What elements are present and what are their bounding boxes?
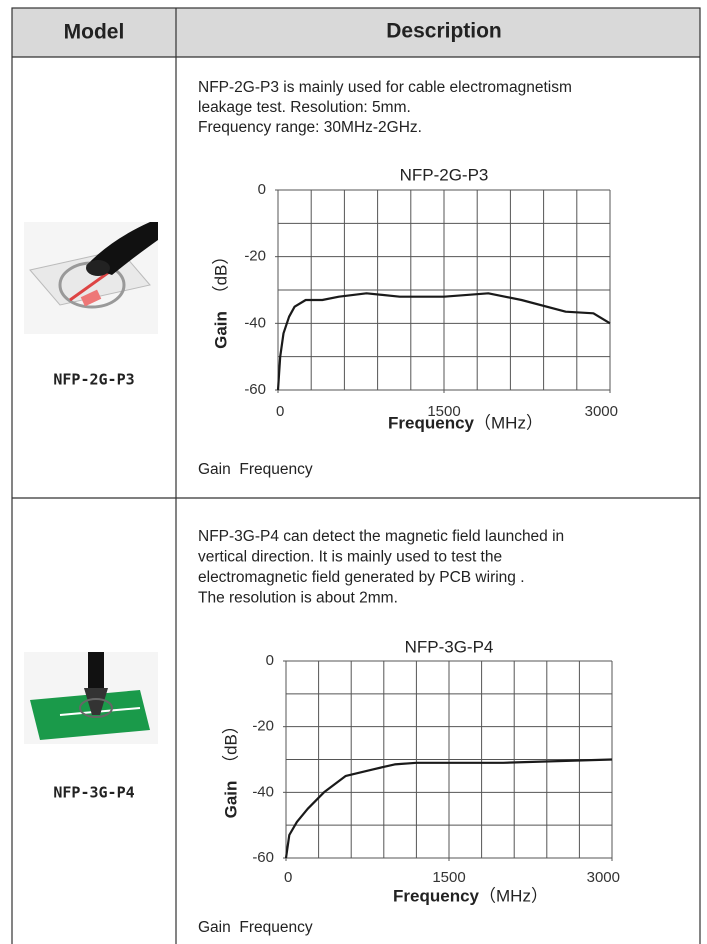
- y-tick-label: -20: [244, 248, 266, 265]
- data-line: [276, 292, 611, 391]
- data-line: [284, 758, 613, 859]
- y-tick-label: -60: [252, 849, 274, 866]
- x-tick-label: 1500: [432, 869, 465, 886]
- description-line: NFP-2G-P3 is mainly used for cable elect…: [198, 79, 572, 96]
- description-line: Frequency range: 30MHz-2GHz.: [198, 119, 422, 136]
- y-tick-label: -60: [244, 381, 266, 398]
- chart-title: NFP-3G-P4: [405, 637, 494, 656]
- description-line: electromagnetic field generated by PCB w…: [198, 569, 525, 586]
- y-tick-label: -40: [244, 314, 266, 331]
- x-axis-unit: （MHz）: [474, 413, 543, 432]
- table-lines: [11, 7, 701, 944]
- header-bg: [12, 8, 700, 57]
- caption: Gain Frequency: [198, 461, 313, 478]
- caption: Gain Frequency: [198, 919, 313, 936]
- description-line: NFP-3G-P4 can detect the magnetic field …: [198, 528, 564, 545]
- description-line: The resolution is about 2mm.: [198, 590, 398, 607]
- x-axis-label: Frequency: [393, 886, 480, 905]
- x-tick-label: 3000: [585, 403, 618, 420]
- y-axis-unit: （dB）: [211, 248, 230, 303]
- y-axis-label: Gain: [211, 311, 230, 349]
- x-tick-label: 0: [276, 403, 284, 420]
- y-tick-label: 0: [258, 181, 266, 198]
- product-image: [24, 652, 158, 744]
- model-label: NFP-2G-P3: [53, 371, 134, 389]
- header-model: Model: [64, 21, 125, 44]
- y-axis-label: Gain: [221, 781, 240, 819]
- y-tick-label: 0: [266, 652, 274, 669]
- description-line: leakage test. Resolution: 5mm.: [198, 99, 411, 116]
- model-label: NFP-3G-P4: [53, 784, 134, 802]
- x-tick-label: 0: [284, 869, 292, 886]
- y-axis-unit: （dB）: [221, 717, 240, 772]
- x-axis-label: Frequency: [388, 413, 475, 432]
- header-description: Description: [386, 20, 502, 43]
- x-tick-label: 3000: [587, 869, 620, 886]
- chart-title: NFP-2G-P3: [400, 165, 489, 184]
- x-axis-unit: （MHz）: [479, 886, 548, 905]
- y-tick-label: -40: [252, 783, 274, 800]
- x-tick-label: 1500: [427, 403, 460, 420]
- product-image: [24, 222, 158, 334]
- description-line: vertical direction. It is mainly used to…: [198, 549, 502, 566]
- y-tick-label: -20: [252, 718, 274, 735]
